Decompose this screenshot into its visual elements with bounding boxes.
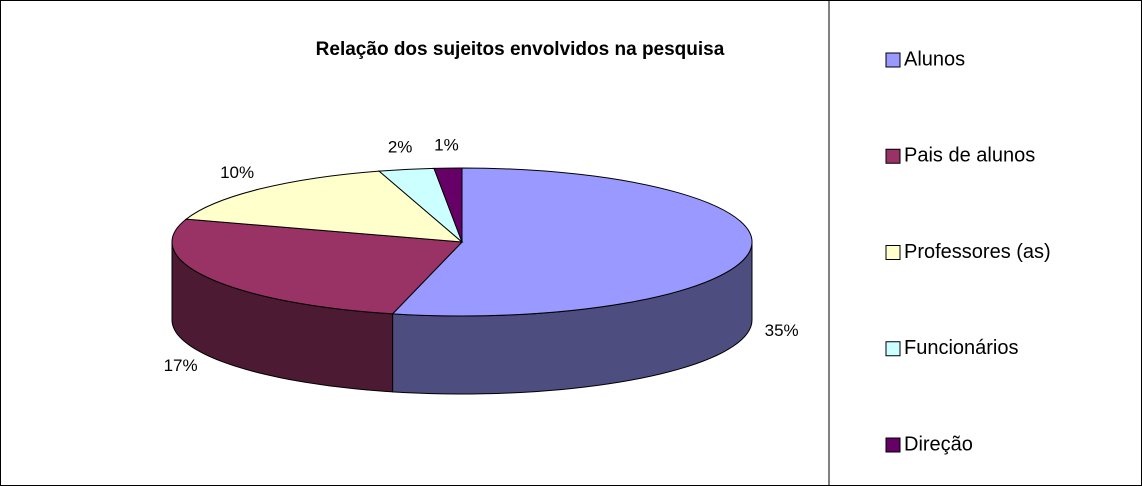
data-label: 2% <box>388 137 413 156</box>
legend-label: Alunos <box>904 48 965 70</box>
slice <box>171 218 464 315</box>
legend-swatch <box>885 437 901 453</box>
legend-label: Funcionários <box>904 337 1019 359</box>
legend-swatch <box>885 341 901 357</box>
slice <box>184 170 464 243</box>
data-label: 35% <box>765 321 799 340</box>
data-label: 10% <box>220 163 254 182</box>
legend-swatch <box>885 52 901 68</box>
slice <box>433 167 463 243</box>
legend-label: Pais de alunos <box>904 145 1035 167</box>
data-label: 1% <box>434 136 459 155</box>
data-label: 17% <box>164 356 198 375</box>
legend-swatch <box>885 245 901 260</box>
legend-label: Direção <box>904 433 973 455</box>
slice <box>391 167 753 317</box>
legend-swatch <box>885 148 901 164</box>
legend-label: Professores (as) <box>904 241 1051 263</box>
chart-title: Relação dos sujeitos envolvidos na pesqu… <box>316 39 725 60</box>
